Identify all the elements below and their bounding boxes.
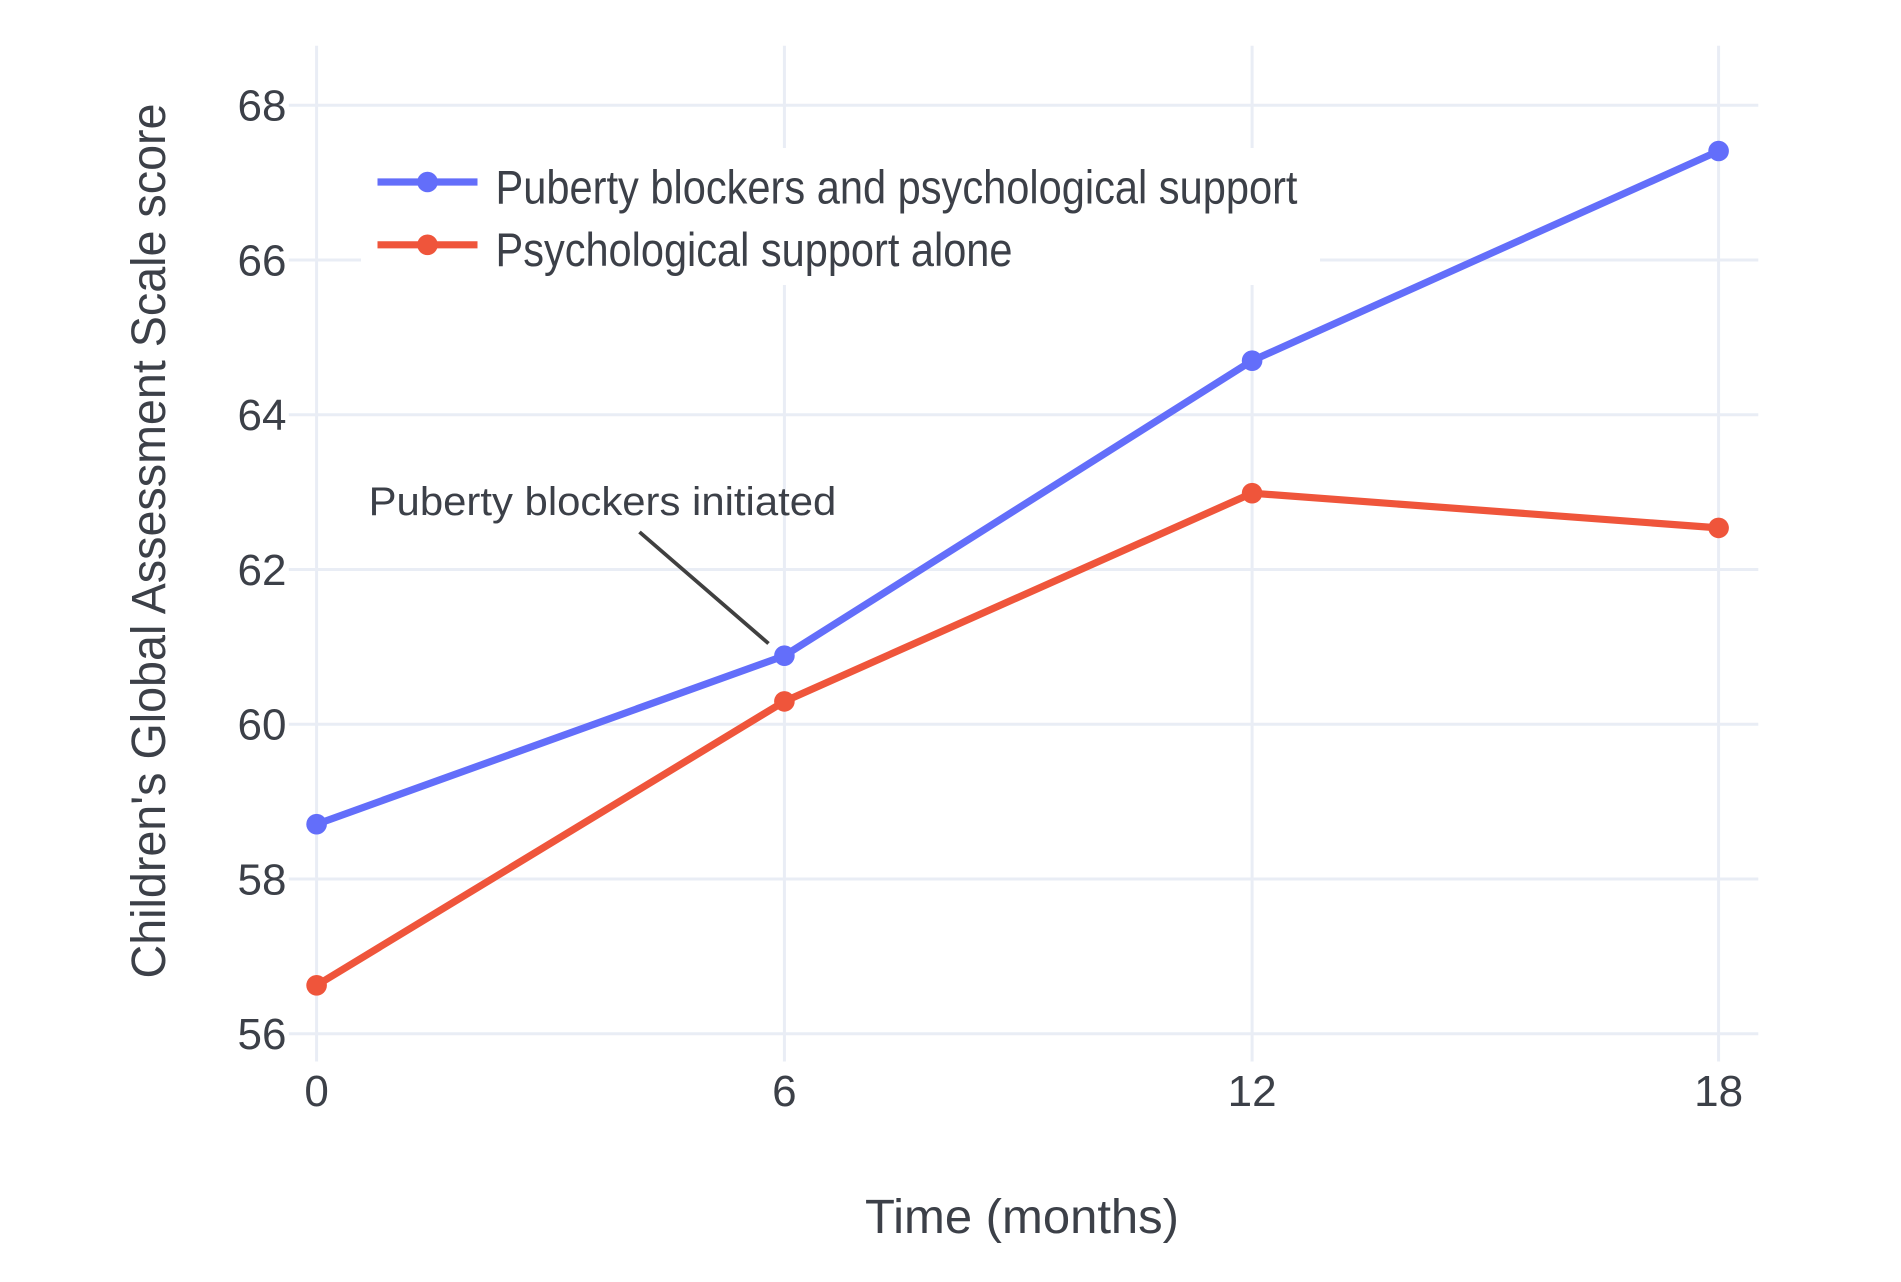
svg-text:6: 6 [772, 1067, 796, 1116]
svg-text:64: 64 [238, 391, 287, 440]
svg-text:58: 58 [238, 855, 287, 904]
svg-text:Psychological support alone: Psychological support alone [496, 223, 1013, 276]
svg-text:62: 62 [238, 546, 287, 595]
svg-text:60: 60 [238, 701, 287, 750]
svg-text:Time (months): Time (months) [865, 1191, 1179, 1244]
svg-text:18: 18 [1694, 1067, 1743, 1116]
svg-text:Children's Global Assessment S: Children's Global Assessment Scale score [123, 104, 176, 979]
svg-text:66: 66 [238, 236, 287, 285]
svg-text:68: 68 [238, 82, 287, 131]
svg-text:Puberty blockers and psycholog: Puberty blockers and psychological suppo… [496, 160, 1298, 213]
svg-text:56: 56 [238, 1010, 287, 1059]
svg-text:0: 0 [304, 1067, 328, 1116]
svg-text:Puberty blockers initiated: Puberty blockers initiated [369, 480, 837, 524]
svg-text:12: 12 [1228, 1067, 1277, 1116]
